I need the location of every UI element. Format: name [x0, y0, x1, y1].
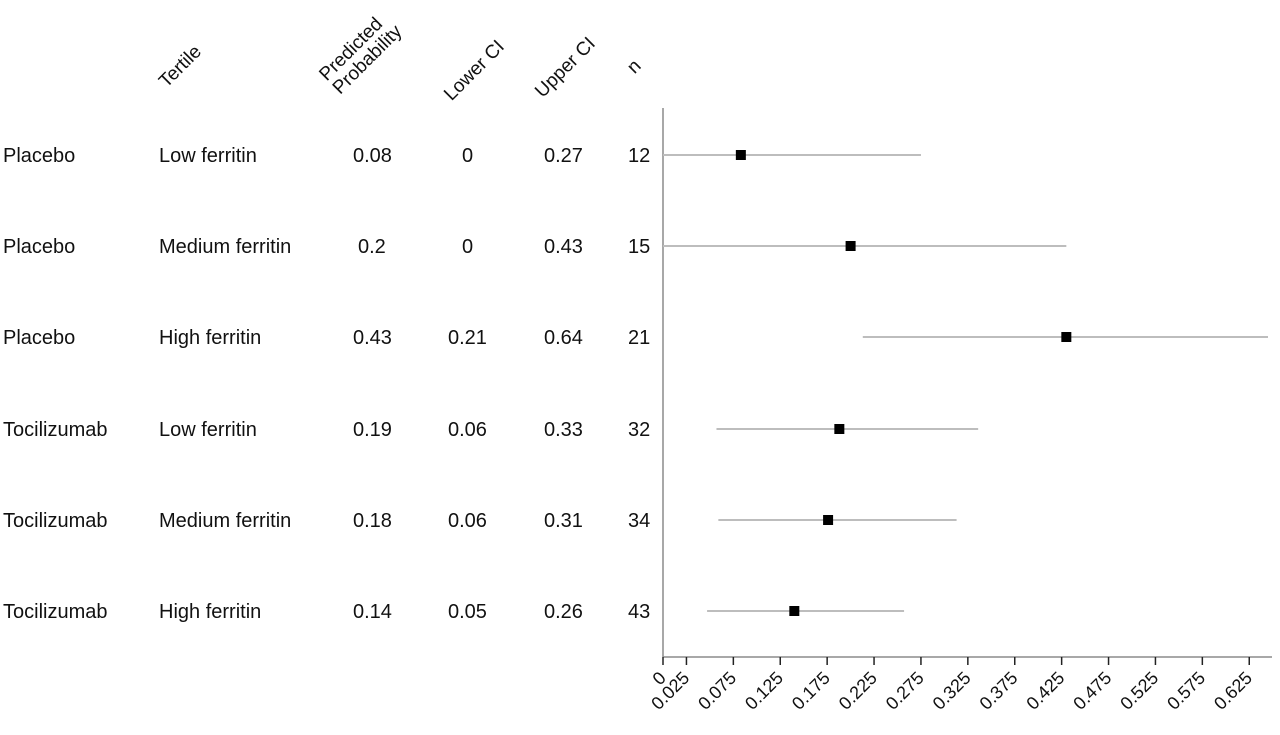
row-group: Tocilizumab	[3, 510, 108, 532]
row-lower-ci: 0.06	[448, 419, 487, 441]
row-predicted: 0.14	[353, 601, 392, 623]
row-lower-ci: 0	[462, 145, 474, 167]
row-upper-ci: 0.27	[544, 145, 583, 167]
row-tertile: High ferritin	[159, 327, 262, 349]
x-tick-label: 0.425	[1022, 668, 1068, 714]
x-tick-label: 0.125	[741, 668, 787, 714]
row-n: 32	[628, 419, 651, 441]
x-tick-label: 0.375	[976, 668, 1022, 714]
estimate-marker	[823, 515, 834, 525]
row-predicted: 0.43	[353, 327, 392, 349]
estimate-markers	[735, 150, 1072, 616]
estimate-marker	[1061, 332, 1072, 342]
row-n: 34	[628, 510, 651, 532]
x-tick-label: 0.625	[1210, 668, 1256, 714]
row-predicted: 0.19	[353, 419, 392, 441]
row-group: Tocilizumab	[3, 419, 108, 441]
row-group: Placebo	[3, 327, 76, 349]
x-tick-label: 0.075	[694, 668, 740, 714]
row-upper-ci: 0.43	[544, 236, 583, 258]
row-upper-ci: 0.64	[544, 327, 583, 349]
row-predicted: 0.08	[353, 145, 392, 167]
row-group: Tocilizumab	[3, 601, 108, 623]
estimate-marker	[789, 606, 800, 616]
row-upper-ci: 0.26	[544, 601, 583, 623]
ci-lines	[663, 154, 1268, 612]
row-upper-ci: 0.31	[544, 510, 583, 532]
row-tertile: Low ferritin	[159, 145, 257, 167]
row-group: Placebo	[3, 236, 76, 258]
estimate-marker	[834, 424, 845, 434]
row-n: 43	[628, 601, 651, 623]
estimate-marker	[735, 150, 746, 160]
row-group: Placebo	[3, 145, 76, 167]
estimate-marker	[845, 241, 856, 251]
x-tick-label: 0.275	[882, 668, 928, 714]
row-upper-ci: 0.33	[544, 419, 583, 441]
row-tertile: Medium ferritin	[159, 510, 292, 532]
row-n: 21	[628, 327, 651, 349]
x-tick-label: 0.225	[835, 668, 881, 714]
row-predicted: 0.2	[358, 236, 386, 258]
row-tertile: Low ferritin	[159, 419, 257, 441]
row-lower-ci: 0.06	[448, 510, 487, 532]
row-lower-ci: 0	[462, 236, 474, 258]
row-lower-ci: 0.05	[448, 601, 487, 623]
x-tick-label: 0.175	[788, 668, 834, 714]
x-axis-ticks: 00.025 0.075 0.125 0.175 0.225 0.275 0.325 0.37…	[647, 657, 1256, 714]
row-tertile: Medium ferritin	[159, 236, 292, 258]
x-tick-label: 0.325	[929, 668, 975, 714]
row-lower-ci: 0.21	[448, 327, 487, 349]
row-predicted: 0.18	[353, 510, 392, 532]
row-n: 15	[628, 236, 651, 258]
x-tick-label: 0.525	[1116, 668, 1162, 714]
x-tick-label: 0.475	[1069, 668, 1115, 714]
row-tertile: High ferritin	[159, 601, 262, 623]
x-tick-label: 0.575	[1163, 668, 1209, 714]
row-n: 12	[628, 145, 651, 167]
